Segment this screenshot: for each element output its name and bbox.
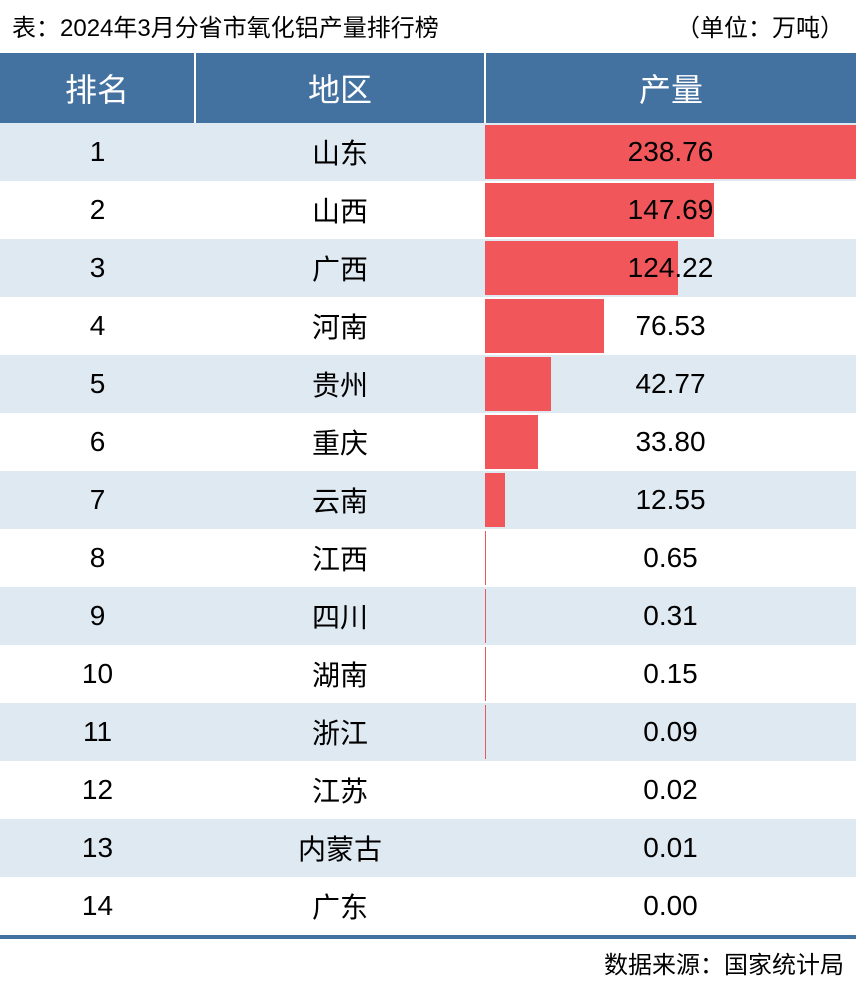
table-row: 8江西0.65 xyxy=(0,529,856,587)
header-value: 产量 xyxy=(485,53,856,123)
table-row: 10湖南0.15 xyxy=(0,645,856,703)
value-cell: 0.01 xyxy=(485,819,856,877)
bar-container: 238.76 xyxy=(485,123,856,181)
bar-container: 0.02 xyxy=(485,761,856,819)
title-row: 表：2024年3月分省市氧化铝产量排行榜 （单位：万吨） xyxy=(0,0,856,53)
region-cell: 山东 xyxy=(195,123,485,181)
table-row: 3广西124.22 xyxy=(0,239,856,297)
table-row: 7云南12.55 xyxy=(0,471,856,529)
value-text: 0.01 xyxy=(485,832,856,864)
value-text: 76.53 xyxy=(485,310,856,342)
table-row: 2山西147.69 xyxy=(0,181,856,239)
region-cell: 四川 xyxy=(195,587,485,645)
value-text: 33.80 xyxy=(485,426,856,458)
header-rank: 排名 xyxy=(0,53,195,123)
rank-cell: 1 xyxy=(0,123,195,181)
rank-cell: 5 xyxy=(0,355,195,413)
table-body: 1山东238.762山西147.693广西124.224河南76.535贵州42… xyxy=(0,123,856,935)
value-cell: 0.65 xyxy=(485,529,856,587)
table-row: 5贵州42.77 xyxy=(0,355,856,413)
value-cell: 124.22 xyxy=(485,239,856,297)
table-row: 13内蒙古0.01 xyxy=(0,819,856,877)
bar-container: 0.09 xyxy=(485,703,856,761)
value-cell: 0.09 xyxy=(485,703,856,761)
value-cell: 147.69 xyxy=(485,181,856,239)
value-text: 0.02 xyxy=(485,774,856,806)
table-row: 11浙江0.09 xyxy=(0,703,856,761)
rank-cell: 12 xyxy=(0,761,195,819)
value-cell: 12.55 xyxy=(485,471,856,529)
bar-container: 0.31 xyxy=(485,587,856,645)
region-cell: 贵州 xyxy=(195,355,485,413)
value-cell: 0.00 xyxy=(485,877,856,935)
table-row: 6重庆33.80 xyxy=(0,413,856,471)
value-text: 42.77 xyxy=(485,368,856,400)
ranking-table: 排名 地区 产量 1山东238.762山西147.693广西124.224河南7… xyxy=(0,53,856,935)
bar-container: 12.55 xyxy=(485,471,856,529)
region-cell: 内蒙古 xyxy=(195,819,485,877)
region-cell: 江西 xyxy=(195,529,485,587)
region-cell: 广东 xyxy=(195,877,485,935)
rank-cell: 7 xyxy=(0,471,195,529)
bar-container: 0.01 xyxy=(485,819,856,877)
value-cell: 0.02 xyxy=(485,761,856,819)
rank-cell: 2 xyxy=(0,181,195,239)
value-text: 0.09 xyxy=(485,716,856,748)
value-text: 0.15 xyxy=(485,658,856,690)
bar-container: 33.80 xyxy=(485,413,856,471)
rank-cell: 11 xyxy=(0,703,195,761)
region-cell: 河南 xyxy=(195,297,485,355)
rank-cell: 4 xyxy=(0,297,195,355)
title-left: 表：2024年3月分省市氧化铝产量排行榜 xyxy=(12,8,439,43)
value-cell: 238.76 xyxy=(485,123,856,181)
bar-container: 124.22 xyxy=(485,239,856,297)
bar-container: 0.65 xyxy=(485,529,856,587)
region-cell: 山西 xyxy=(195,181,485,239)
region-cell: 江苏 xyxy=(195,761,485,819)
value-text: 147.69 xyxy=(485,194,856,226)
rank-cell: 14 xyxy=(0,877,195,935)
rank-cell: 8 xyxy=(0,529,195,587)
region-cell: 浙江 xyxy=(195,703,485,761)
footer-row: 数据来源：国家统计局 xyxy=(0,935,856,988)
value-cell: 42.77 xyxy=(485,355,856,413)
title-unit: （单位：万吨） xyxy=(676,8,844,43)
value-text: 0.00 xyxy=(485,890,856,922)
table-row: 4河南76.53 xyxy=(0,297,856,355)
bar-container: 0.15 xyxy=(485,645,856,703)
value-text: 0.31 xyxy=(485,600,856,632)
value-text: 124.22 xyxy=(485,252,856,284)
bar-container: 42.77 xyxy=(485,355,856,413)
table-row: 9四川0.31 xyxy=(0,587,856,645)
rank-cell: 6 xyxy=(0,413,195,471)
chart-container: 表：2024年3月分省市氧化铝产量排行榜 （单位：万吨） 排名 地区 产量 1山… xyxy=(0,0,856,988)
rank-cell: 3 xyxy=(0,239,195,297)
table-header-row: 排名 地区 产量 xyxy=(0,53,856,123)
value-cell: 33.80 xyxy=(485,413,856,471)
bar-container: 0.00 xyxy=(485,877,856,935)
region-cell: 重庆 xyxy=(195,413,485,471)
table-row: 12江苏0.02 xyxy=(0,761,856,819)
value-text: 12.55 xyxy=(485,484,856,516)
value-text: 238.76 xyxy=(485,136,856,168)
bar-container: 76.53 xyxy=(485,297,856,355)
rank-cell: 10 xyxy=(0,645,195,703)
rank-cell: 13 xyxy=(0,819,195,877)
rank-cell: 9 xyxy=(0,587,195,645)
value-text: 0.65 xyxy=(485,542,856,574)
footer-source: 数据来源：国家统计局 xyxy=(604,945,844,980)
table-row: 1山东238.76 xyxy=(0,123,856,181)
value-cell: 76.53 xyxy=(485,297,856,355)
table-row: 14广东0.00 xyxy=(0,877,856,935)
region-cell: 湖南 xyxy=(195,645,485,703)
header-region: 地区 xyxy=(195,53,485,123)
region-cell: 广西 xyxy=(195,239,485,297)
bar-container: 147.69 xyxy=(485,181,856,239)
region-cell: 云南 xyxy=(195,471,485,529)
value-cell: 0.15 xyxy=(485,645,856,703)
value-cell: 0.31 xyxy=(485,587,856,645)
